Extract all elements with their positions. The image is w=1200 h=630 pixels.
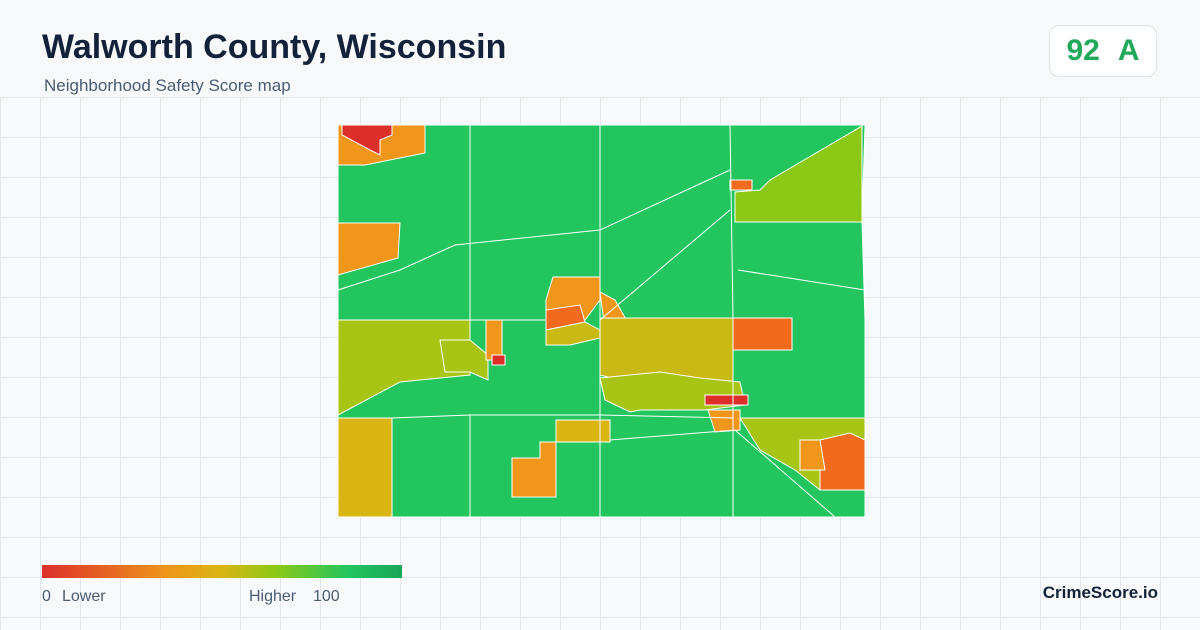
legend-max: 100: [313, 588, 340, 605]
legend-gradient: [42, 565, 402, 578]
region: [734, 125, 863, 223]
score-grade: A: [1117, 34, 1140, 67]
region: [707, 409, 741, 433]
region: [704, 394, 749, 406]
region: [337, 222, 401, 276]
boundary: [729, 124, 734, 517]
region: [799, 439, 826, 471]
title: Walworth County, Wisconsin: [42, 28, 507, 66]
region: [491, 354, 506, 366]
legend-min-label: Lower: [62, 588, 106, 605]
boundary: [599, 209, 731, 321]
region: [819, 432, 866, 491]
boundary: [337, 169, 731, 291]
boundary: [609, 429, 836, 518]
legend-min: 0: [42, 588, 51, 605]
subtitle: Neighborhood Safety Score map: [44, 76, 291, 95]
region: [337, 417, 393, 518]
brand: CrimeScore.io: [1042, 583, 1158, 602]
region: [439, 339, 489, 381]
boundary: [391, 414, 734, 419]
region: [341, 124, 393, 156]
score-badge: 92 A: [1049, 25, 1157, 77]
legend-max-label: Higher: [249, 588, 297, 605]
region: [485, 319, 503, 361]
region: [555, 419, 611, 443]
boundary: [737, 269, 866, 291]
region: [729, 179, 753, 191]
score-value: 92: [1066, 34, 1100, 67]
region: [732, 317, 793, 351]
